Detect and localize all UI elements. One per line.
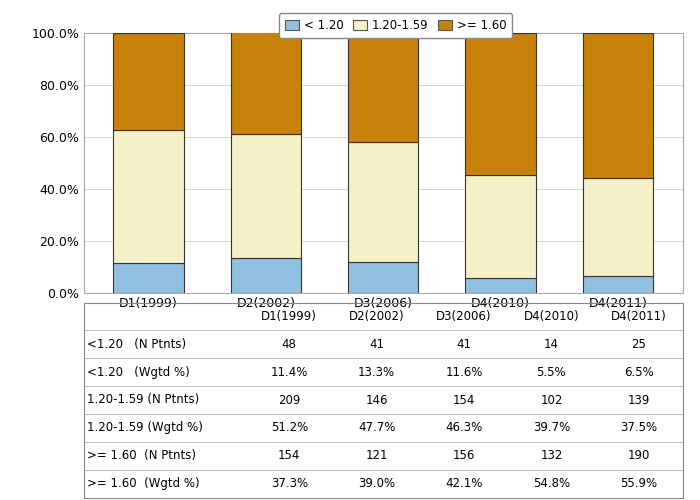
Text: 55.9%: 55.9% [620,477,657,490]
Bar [466,175,536,278]
Text: D1(1999): D1(1999) [261,310,317,323]
Bar [348,32,419,142]
Text: 25: 25 [631,338,646,351]
Text: <1.20   (Wgtd %): <1.20 (Wgtd %) [87,366,190,378]
Bar [113,33,183,130]
Text: D2(2002): D2(2002) [349,310,405,323]
Text: 154: 154 [278,449,300,462]
Bar [231,134,301,258]
Bar [113,263,183,292]
Text: 1.20-1.59 (N Ptnts): 1.20-1.59 (N Ptnts) [87,394,200,406]
Text: 39.0%: 39.0% [358,477,396,490]
Text: 1.20-1.59 (Wgtd %): 1.20-1.59 (Wgtd %) [87,422,203,434]
Text: 209: 209 [278,394,300,406]
Text: 13.3%: 13.3% [358,366,396,378]
Text: D4(2011): D4(2011) [611,310,666,323]
Text: 54.8%: 54.8% [533,477,570,490]
Text: 6.5%: 6.5% [624,366,654,378]
Bar [466,278,536,292]
Bar [583,276,653,292]
Text: 37.3%: 37.3% [271,477,308,490]
Text: <1.20   (N Ptnts): <1.20 (N Ptnts) [87,338,186,351]
Bar [348,262,419,292]
Text: 46.3%: 46.3% [445,422,483,434]
Text: D4(2010): D4(2010) [524,310,579,323]
Bar [231,32,301,134]
Text: 5.5%: 5.5% [537,366,566,378]
Bar [348,142,419,262]
Text: 190: 190 [628,449,650,462]
Text: 39.7%: 39.7% [533,422,570,434]
Text: 132: 132 [540,449,563,462]
Text: D3(2006): D3(2006) [436,310,492,323]
Text: 146: 146 [365,394,388,406]
Text: >= 1.60  (Wgtd %): >= 1.60 (Wgtd %) [87,477,200,490]
Text: 154: 154 [453,394,475,406]
Text: 51.2%: 51.2% [271,422,308,434]
Text: 121: 121 [365,449,388,462]
Text: 47.7%: 47.7% [358,422,395,434]
Text: 41: 41 [456,338,472,351]
Bar [231,258,301,292]
Text: 11.6%: 11.6% [445,366,483,378]
Text: 42.1%: 42.1% [445,477,483,490]
Text: 156: 156 [453,449,475,462]
Text: 41: 41 [369,338,384,351]
Text: 11.4%: 11.4% [271,366,308,378]
Text: 48: 48 [282,338,297,351]
Bar [466,32,536,175]
Bar [583,178,653,276]
Text: 102: 102 [540,394,563,406]
Legend: < 1.20, 1.20-1.59, >= 1.60: < 1.20, 1.20-1.59, >= 1.60 [279,14,512,38]
Text: >= 1.60  (N Ptnts): >= 1.60 (N Ptnts) [87,449,196,462]
Bar [113,130,183,263]
Text: 14: 14 [544,338,559,351]
Bar [583,33,653,178]
Text: 139: 139 [628,394,650,406]
Text: 37.5%: 37.5% [620,422,657,434]
